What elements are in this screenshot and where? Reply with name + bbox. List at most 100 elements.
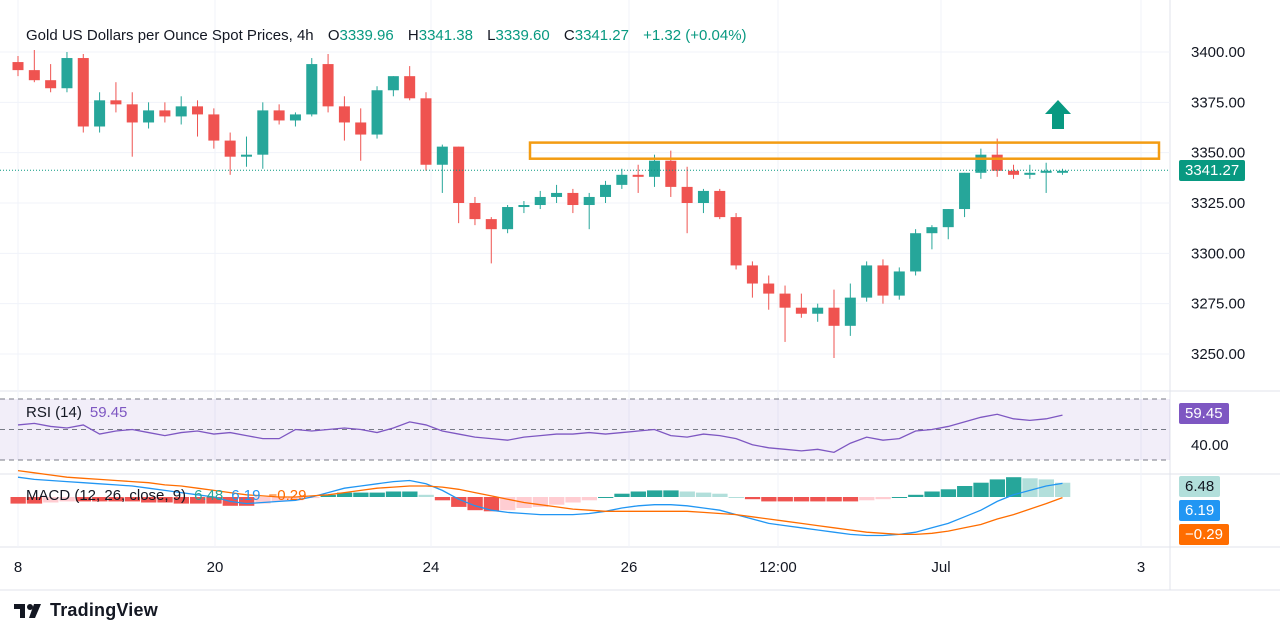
candle-body [289,114,301,121]
macd-hist-bar [581,497,598,501]
macd-label: MACD (12, 26, close, 9) [26,487,187,504]
macd-hist-bar [353,492,369,497]
candle-body [534,196,546,206]
macd-hist-bar [402,491,418,497]
candle-body [600,184,612,197]
candle-body [518,205,530,208]
macd-hist-bar [320,494,336,497]
candle-body [583,196,595,206]
macd-hist-bar [614,493,630,497]
rsi-legend[interactable]: RSI (14) 59.45 [26,404,127,421]
candle-body [763,283,775,294]
candle-body [143,110,155,123]
price-tick-label: 3400.00 [1191,44,1245,61]
tradingview-logo[interactable]: TradingView [14,600,158,621]
time-tick-label: 20 [207,559,224,576]
candle-body [844,297,856,326]
time-tick-label: 26 [621,559,638,576]
macd-signal-line [17,469,1063,536]
price-tick-label: 3300.00 [1191,245,1245,262]
macd-hist-bar [1022,478,1038,497]
candle-body [632,174,644,177]
macd-hist-bar [549,497,565,505]
tv-logo-icon [14,603,41,618]
candle-body [746,265,758,284]
macd-hist-bar [451,497,467,507]
price-tick-label: 3350.00 [1191,145,1245,162]
candle-body [371,90,383,135]
macd-hist-bar [940,489,957,497]
low-value: 3339.60 [495,27,550,44]
candle-body [77,58,89,127]
macd-hist-bar [385,491,402,497]
time-tick-label: Jul [931,559,950,576]
high-value: 3341.38 [418,27,473,44]
brand-name: TradingView [50,600,158,620]
change-value: +1.32 (+0.04%) [643,27,747,44]
candle-body [1040,170,1052,173]
macd-hist-bar [434,497,451,501]
rsi-value-tag: 59.45 [1179,403,1229,424]
macd-hist-value: 6.48 [194,487,224,504]
macd-hist-bar [173,497,190,504]
macd-hist-bar [957,486,973,497]
price-tick-label: 3250.00 [1191,346,1245,363]
macd-hist-bar [336,492,353,497]
candle-body [61,58,73,89]
candle-body [159,110,171,117]
candle-layer [12,49,1068,359]
macd-hist-bar [190,497,206,504]
macd-hist-bar [418,494,434,497]
macd-hist-bar [287,497,304,501]
macd-hist-bar [271,497,287,502]
macd-hist-bar [989,479,1006,497]
symbol-label[interactable]: Gold US Dollars per Ounce Spot Prices, 4… [26,27,314,44]
grid-layer [0,0,1170,547]
macd-hist-bar [891,497,908,498]
candle-body [730,217,742,266]
macd-hist-bar [859,497,875,501]
candle-body [126,104,138,123]
candle-body [110,100,122,105]
macd-signal-tag: −0.29 [1179,524,1229,545]
close-label: C [563,27,575,44]
close-value: 3341.27 [574,27,629,44]
candle-body [224,140,236,157]
candle-body [551,192,563,197]
time-tick-label: 24 [423,559,440,576]
macd-hist-bar [712,493,728,497]
chart-header: Gold US Dollars per Ounce Spot Prices, 4… [26,27,747,44]
candle-body [45,80,57,89]
macd-hist-bar [695,492,712,497]
candle-body [779,293,791,308]
candle-body [469,203,481,220]
candle-body [1008,170,1020,175]
candle-body [453,146,465,203]
candle-body [991,154,1003,171]
rsi-value: 59.45 [89,404,128,421]
macd-hist-bar [1006,477,1022,497]
open-label: O [327,27,340,44]
candle-body [387,76,399,91]
candle-body [420,98,432,165]
macd-hist-bar [59,497,75,502]
candle-body [240,154,252,157]
rsi-label: RSI (14) [26,404,82,421]
resistance-zone-box [528,141,1161,160]
candle-body [273,110,285,121]
macd-hist-bar [206,497,222,504]
macd-hist-bar [761,497,777,502]
macd-hist-bar [908,494,924,497]
macd-hist-bar [1038,479,1054,497]
macd-line-tag: 6.19 [1179,500,1221,521]
rsi-axis-label: 40.00 [1191,437,1229,454]
candle-body [942,209,954,228]
macd-hist-bar [75,497,92,502]
candle-body [306,64,318,115]
candle-body [910,233,922,272]
candle-body [94,100,106,127]
macd-hist-bar [630,491,646,497]
macd-hist-bar [793,497,810,502]
macd-legend[interactable]: MACD (12, 26, close, 9) 6.48 6.19 −0.29 [26,487,306,504]
